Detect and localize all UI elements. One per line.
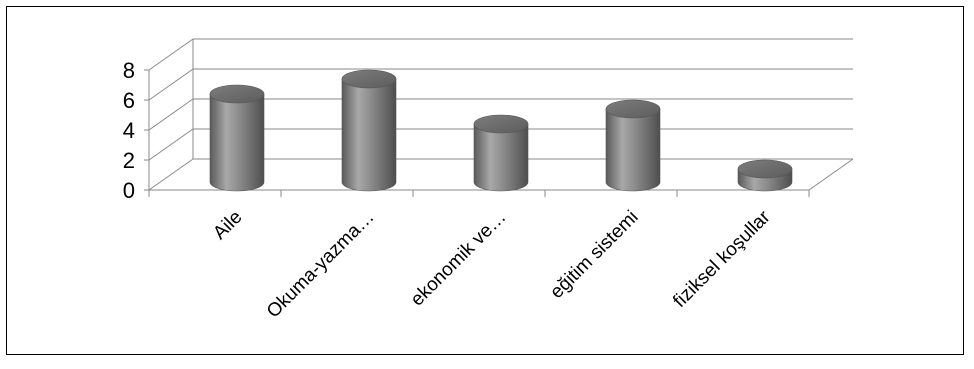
bar-top-cap bbox=[209, 84, 265, 104]
x-tick-label: fiziksel koşullar bbox=[669, 206, 775, 312]
x-axis-tick-labels: Aile Okuma-yazma… ekonomik ve… eğitim siste… bbox=[209, 206, 775, 322]
gridline-side bbox=[148, 128, 194, 161]
y-tick-label: 4 bbox=[123, 118, 135, 143]
bar-cylinder bbox=[341, 69, 397, 192]
bar-body bbox=[341, 78, 397, 192]
bar-body bbox=[473, 123, 529, 192]
y-tick-label: 0 bbox=[123, 178, 135, 203]
y-tick-label: 2 bbox=[123, 148, 135, 173]
bar-top-cap bbox=[341, 69, 397, 89]
y-axis-tick-labels: 0 2 4 6 8 bbox=[123, 58, 149, 203]
bar-cylinder bbox=[605, 99, 661, 192]
gridline-side bbox=[148, 98, 194, 131]
x-tick-label: Okuma-yazma… bbox=[263, 207, 379, 323]
bar-top-cap bbox=[605, 99, 661, 119]
bar-top-cap bbox=[737, 159, 793, 179]
y-tick-label: 8 bbox=[123, 58, 135, 83]
x-tick-label: eğitim sistemi bbox=[546, 207, 642, 303]
chart-svg: 0 2 4 6 8 Aile Okuma-yazma… ekonomik ve… eğitim… bbox=[123, 38, 854, 322]
bar-cylinder bbox=[473, 114, 529, 192]
gridline-side bbox=[148, 68, 194, 101]
bar-top-cap bbox=[473, 114, 529, 134]
x-tick-label: Aile bbox=[209, 207, 246, 244]
bars bbox=[209, 69, 793, 192]
gridline-side bbox=[148, 158, 194, 191]
y-tick-label: 6 bbox=[123, 88, 135, 113]
chart-frame: 0 2 4 6 8 Aile Okuma-yazma… ekonomik ve… eğitim… bbox=[6, 6, 964, 355]
floor-right-edge bbox=[808, 158, 854, 191]
bar-body bbox=[605, 108, 661, 192]
bar-cylinder bbox=[737, 159, 793, 192]
bar-body bbox=[209, 93, 265, 192]
x-tick-label: ekonomik ve… bbox=[407, 207, 511, 311]
gridline-side bbox=[148, 38, 194, 71]
bar-cylinder bbox=[209, 84, 265, 192]
